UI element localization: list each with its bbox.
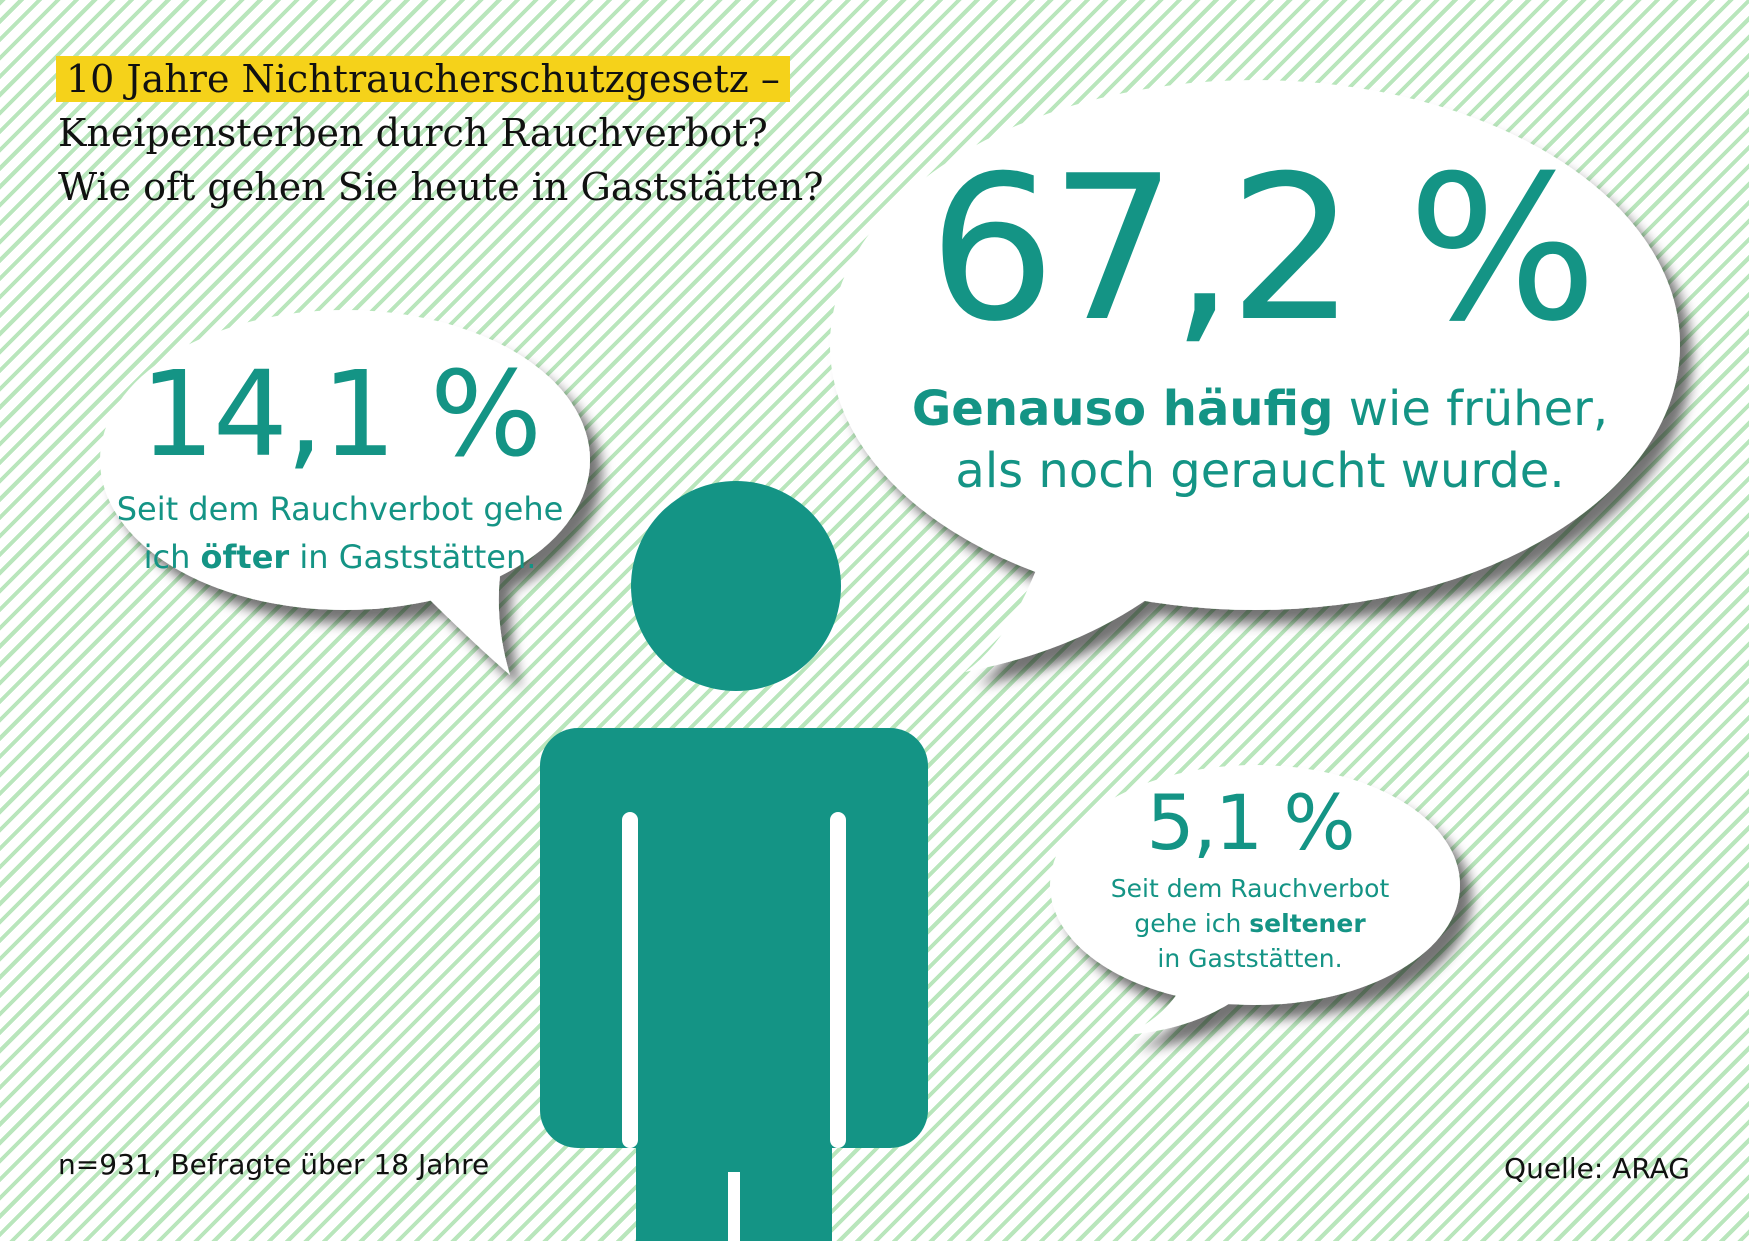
desc-oefter: Seit dem Rauchverbot gehe ich öfter in G…	[100, 485, 580, 581]
bubble-main-content: 67,2 % Genauso häufig wie früher, als no…	[850, 150, 1670, 502]
desc-genauso: Genauso häufig wie früher, als noch gera…	[850, 378, 1670, 502]
speech-bubble-small	[1050, 765, 1460, 1035]
desc-oefter-post: in Gaststätten.	[289, 538, 537, 576]
desc-oefter-pre: ich	[143, 538, 201, 576]
title-line-2: Kneipensterben durch Rauchverbot?	[58, 111, 768, 155]
value-label-genauso: 67,2 %	[928, 133, 1598, 366]
speech-bubble-main	[830, 80, 1680, 672]
value-label-seltener: 5,1 %	[1146, 778, 1355, 867]
title-line-3: Wie oft gehen Sie heute in Gaststätten?	[58, 165, 824, 209]
desc-genauso-line2: als noch geraucht wurde.	[955, 443, 1565, 499]
value-label-oefter: 14,1 %	[139, 345, 542, 483]
desc-seltener-line1: Seit dem Rauchverbot	[1110, 874, 1390, 903]
title-block: 10 Jahre Nichtraucherschutzgesetz – Knei…	[56, 52, 824, 214]
sample-note: n=931, Befragte über 18 Jahre	[58, 1148, 490, 1181]
desc-seltener-line3: in Gaststätten.	[1157, 944, 1343, 973]
source-label: Quelle: ARAG	[1504, 1152, 1690, 1185]
bubble-small-content: 5,1 % Seit dem Rauchverbot gehe ich selt…	[1060, 785, 1440, 976]
speech-bubble-left	[100, 310, 590, 675]
desc-oefter-bold: öfter	[200, 538, 290, 576]
desc-genauso-bold: Genauso häufig	[911, 381, 1334, 437]
title-line-1: 10 Jahre Nichtraucherschutzgesetz –	[56, 56, 790, 102]
desc-seltener: Seit dem Rauchverbot gehe ich seltener i…	[1060, 871, 1440, 976]
bubble-left-content: 14,1 % Seit dem Rauchverbot gehe ich öft…	[100, 355, 580, 581]
desc-oefter-line1: Seit dem Rauchverbot gehe	[116, 490, 564, 528]
person-icon	[540, 481, 928, 1241]
desc-genauso-rest: wie früher,	[1333, 381, 1609, 437]
desc-seltener-pre: gehe ich	[1134, 909, 1250, 938]
desc-seltener-bold: seltener	[1249, 909, 1366, 938]
